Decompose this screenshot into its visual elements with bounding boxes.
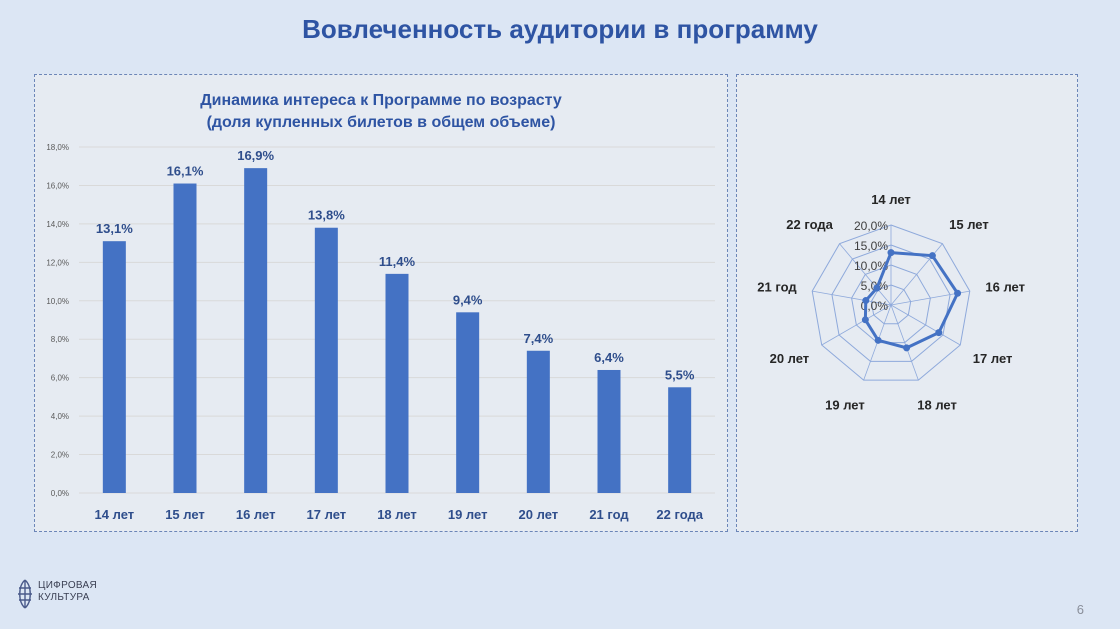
chart-subtitle: (доля купленных билетов в общем объеме) (207, 114, 556, 131)
bar (385, 273, 409, 493)
data-label: 16,1% (167, 164, 204, 179)
radar-ring (811, 224, 971, 381)
y-tick-label: 6,0% (51, 374, 69, 383)
bar-chart: Динамика интереса к Программе по возраст… (46, 92, 715, 522)
y-tick-label: 12,0% (46, 258, 69, 267)
radar-ring (870, 284, 912, 325)
y-tick-label: 8,0% (51, 335, 69, 344)
bar (102, 241, 126, 493)
bar (456, 312, 480, 493)
logo-emblem-icon (18, 579, 32, 609)
bar (668, 387, 692, 493)
radar-category-label: 15 лет (949, 217, 989, 232)
radar-series-line (863, 251, 960, 350)
radar-point (928, 252, 936, 260)
radar-point (862, 297, 870, 305)
radar-point (873, 284, 881, 292)
bar (597, 369, 621, 493)
bar (314, 227, 338, 493)
data-label: 13,1% (96, 221, 133, 236)
y-tick-label: 2,0% (51, 451, 69, 460)
radar-spoke (890, 304, 961, 346)
chart-title: Динамика интереса к Программе по возраст… (200, 92, 562, 109)
radar-point (903, 344, 911, 352)
bar (526, 350, 550, 493)
y-tick-label: 4,0% (51, 412, 69, 421)
radar-spoke (812, 290, 892, 306)
radar-ring (831, 244, 951, 362)
y-tick-label: 0,0% (51, 489, 69, 498)
data-label: 7,4% (524, 331, 554, 346)
radar-category-label: 16 лет (985, 280, 1025, 295)
x-tick-label: 16 лет (236, 507, 276, 522)
data-label: 6,4% (594, 350, 624, 365)
y-tick-label: 10,0% (46, 297, 69, 306)
x-tick-label: 18 лет (377, 507, 417, 522)
slide-title: Вовлеченность аудитории в программу (302, 14, 818, 44)
x-tick-label: 20 лет (519, 507, 559, 522)
r-tick-label: 20,0% (854, 219, 888, 233)
bar (173, 183, 197, 493)
radar-spoke (821, 304, 892, 346)
x-tick-label: 22 года (656, 507, 703, 522)
page-number: 6 (1076, 602, 1084, 617)
y-tick-label: 18,0% (46, 143, 69, 152)
radar-point (861, 316, 869, 324)
radar-category-label: 18 лет (917, 398, 957, 413)
logo-line1: ЦИФРОВАЯ (38, 580, 98, 591)
radar-category-label: 21 год (757, 280, 797, 295)
radar-category-label: 20 лет (770, 351, 810, 366)
radar-point (874, 336, 882, 344)
logo-line2: КУЛЬТУРА (38, 592, 90, 603)
logo: ЦИФРОВАЯ КУЛЬТУРА (14, 576, 124, 616)
x-tick-label: 21 год (589, 507, 629, 522)
data-label: 11,4% (379, 254, 416, 269)
x-tick-label: 17 лет (307, 507, 347, 522)
radar-category-label: 19 лет (825, 398, 865, 413)
bar (244, 168, 268, 493)
radar-category-label: 14 лет (871, 192, 911, 207)
r-tick-label: 15,0% (854, 239, 888, 253)
data-label: 9,4% (453, 292, 483, 307)
bar-chart-panel: Динамика интереса к Программе по возраст… (34, 74, 728, 532)
data-label: 16,9% (237, 148, 274, 163)
radar-point (887, 249, 895, 257)
x-tick-label: 19 лет (448, 507, 488, 522)
x-tick-label: 15 лет (165, 507, 205, 522)
y-tick-label: 14,0% (46, 220, 69, 229)
radar-category-label: 22 года (786, 217, 833, 232)
data-label: 13,8% (308, 208, 345, 223)
y-tick-label: 16,0% (46, 181, 69, 190)
radar-category-label: 17 лет (973, 351, 1013, 366)
radar-spoke (890, 304, 919, 381)
x-tick-label: 14 лет (95, 507, 135, 522)
r-tick-label: 10,0% (854, 259, 888, 273)
data-label: 5,5% (665, 367, 695, 382)
radar-spoke (839, 243, 892, 306)
radar-point (935, 329, 943, 337)
radar-point (954, 289, 962, 297)
